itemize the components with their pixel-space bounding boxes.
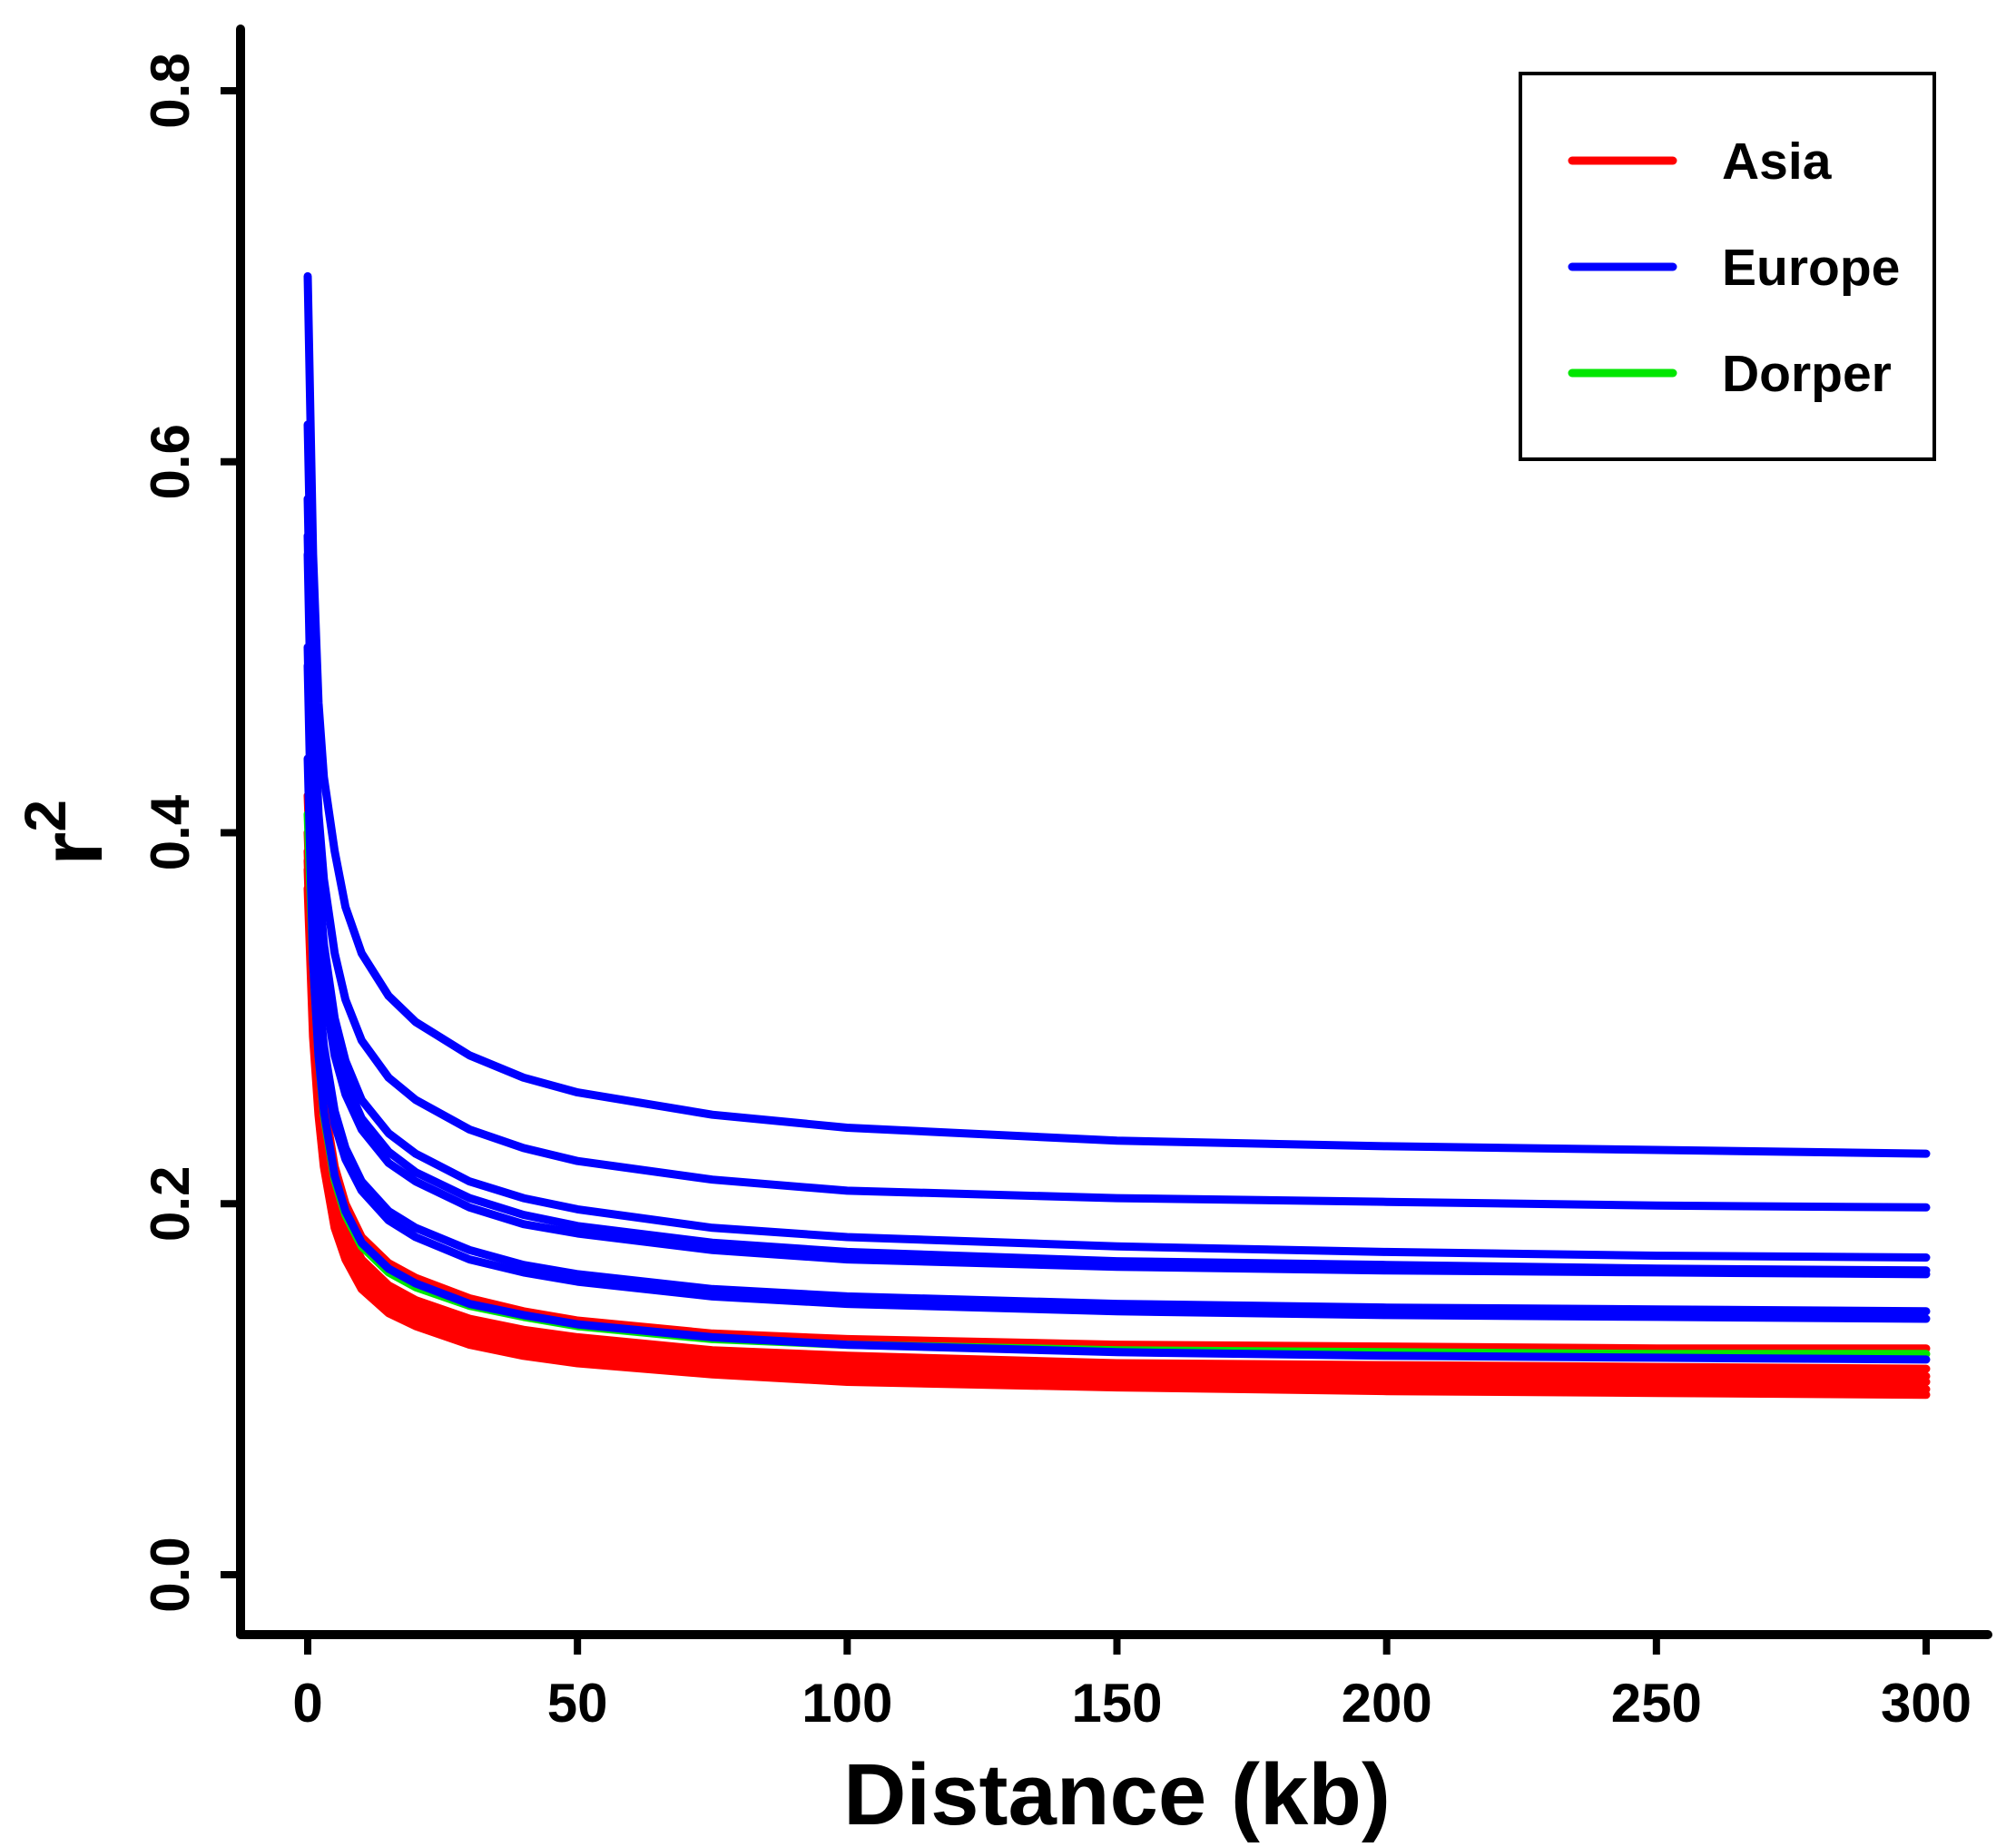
legend-label-asia: Asia	[1722, 133, 1833, 191]
series-line-europe-12	[303, 550, 1931, 1279]
y-tick-label: 0.2	[140, 1166, 201, 1242]
x-tick-label: 300	[1881, 1673, 1972, 1734]
x-tick-label: 200	[1342, 1673, 1432, 1734]
series-line-asia-6	[303, 884, 1931, 1400]
y-axis-title-superscript: 2	[13, 800, 78, 832]
x-tick-label: 100	[801, 1673, 892, 1734]
y-axis-title-base: r	[24, 832, 121, 866]
series-layer	[303, 271, 1931, 1400]
series-line-europe-15	[303, 754, 1931, 1364]
x-tick-label: 0	[292, 1673, 322, 1734]
x-tick-label: 50	[547, 1673, 608, 1734]
legend: Asia Europe Dorper	[1519, 72, 1936, 461]
legend-label-europe: Europe	[1722, 239, 1900, 297]
series-line-europe-14	[303, 662, 1931, 1323]
y-tick-label: 0.0	[140, 1537, 201, 1612]
legend-label-dorper: Dorper	[1722, 345, 1892, 403]
y-tick-label: 0.8	[140, 53, 201, 128]
x-tick-label: 150	[1071, 1673, 1162, 1734]
series-line-europe-8	[303, 271, 1931, 1158]
series-line-europe-9	[303, 420, 1931, 1212]
y-tick-label: 0.6	[140, 424, 201, 499]
x-axis-title: Distance (kb)	[843, 1746, 1391, 1843]
y-tick-label: 0.4	[140, 794, 201, 870]
x-tick-label: 250	[1611, 1673, 1702, 1734]
axes-layer: 0 50 100 150 200 250 300 0.0 0.2 0.4 0.6 0.8	[140, 25, 1992, 1734]
y-axis-title: r2	[13, 800, 121, 866]
